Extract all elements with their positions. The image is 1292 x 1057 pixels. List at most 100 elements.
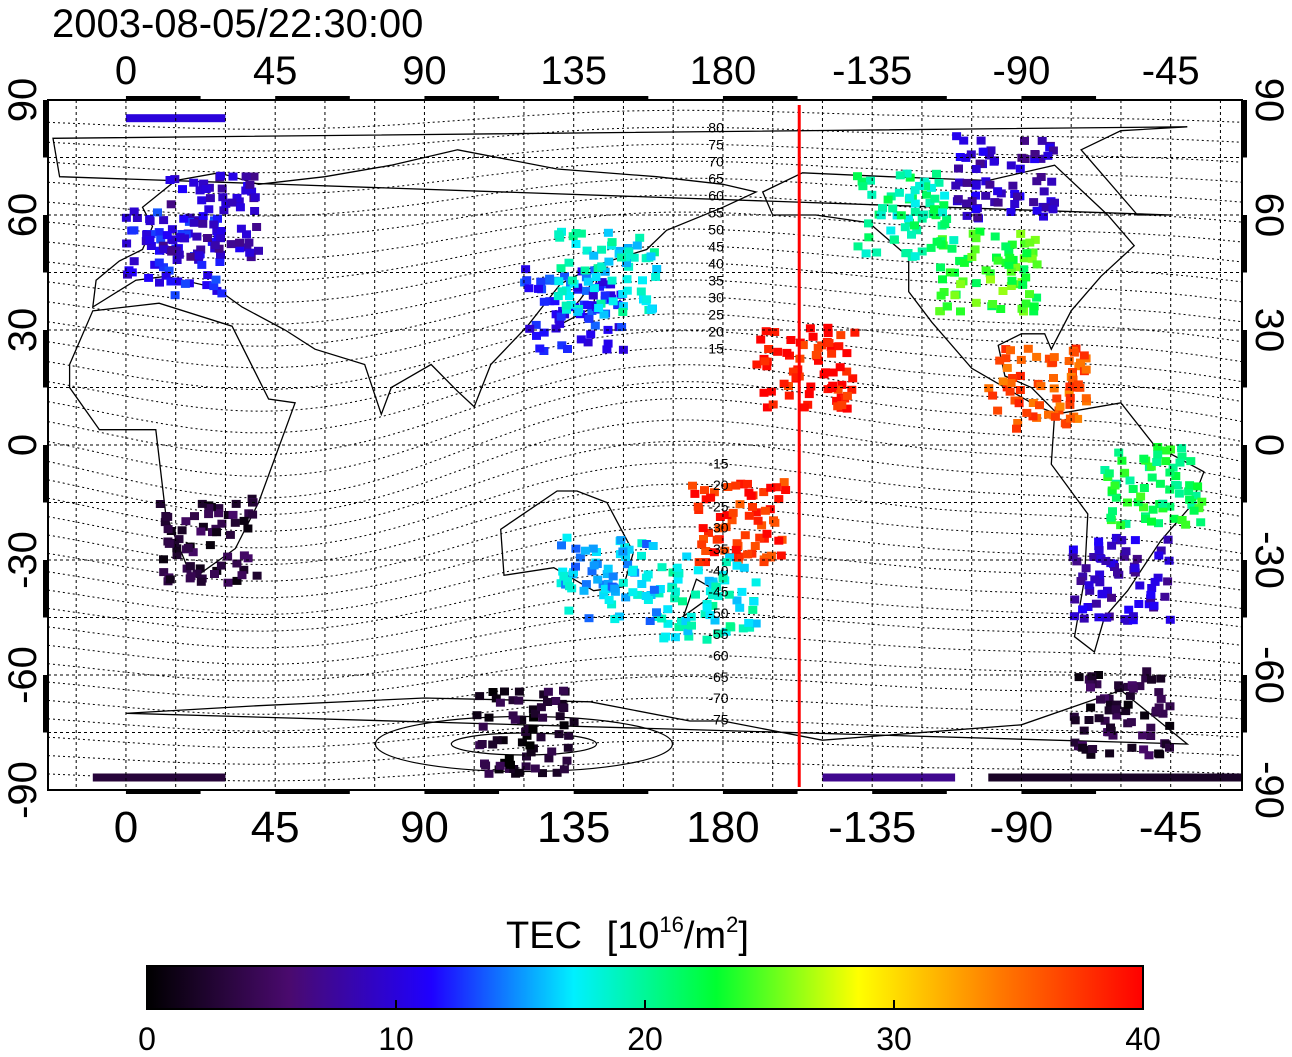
tec-cell <box>678 597 687 606</box>
contour-line <box>48 505 1242 582</box>
contour-label: -20 <box>708 477 728 493</box>
tec-cell <box>627 567 637 576</box>
tec-cell <box>544 754 554 763</box>
tec-cell <box>600 267 610 276</box>
colorbar-unit-suffix: ] <box>738 915 749 957</box>
tec-cell <box>1005 387 1015 396</box>
tec-cell <box>1032 293 1042 302</box>
contour-label: -55 <box>708 626 728 642</box>
tec-cell <box>978 147 988 156</box>
tec-cell <box>996 305 1006 313</box>
tec-cell <box>1165 615 1175 624</box>
tec-cell <box>517 738 527 747</box>
tec-cell <box>602 345 612 354</box>
tec-cell <box>690 489 700 498</box>
tec-cell <box>1068 375 1078 384</box>
tec-cell <box>1168 463 1178 472</box>
tec-cell <box>608 297 618 306</box>
top-lon-tick-label: -45 <box>1142 49 1200 93</box>
contour-label: 25 <box>708 307 724 323</box>
tec-cell <box>1039 187 1049 196</box>
tec-cell <box>745 623 755 632</box>
left-lat-tick-label: 60 <box>1 193 45 238</box>
bottom-lon-tick-label: -135 <box>828 803 916 852</box>
tec-cell <box>504 754 514 763</box>
tec-cell <box>1028 399 1038 407</box>
tec-cell <box>995 356 1005 365</box>
tec-cell <box>762 362 772 371</box>
colorbar-ticks: 0 10 20 30 40 <box>138 1000 1161 1057</box>
tec-cell <box>235 244 245 253</box>
tec-cell <box>823 323 833 332</box>
tec-cell <box>623 560 633 569</box>
tec-cell <box>657 563 667 572</box>
tec-cell <box>1154 519 1163 528</box>
tec-cell <box>788 367 798 376</box>
tec-cell <box>170 175 180 184</box>
tec-cell <box>1111 533 1121 542</box>
tec-cell <box>1050 198 1059 207</box>
tec-cell <box>638 276 647 285</box>
tec-cell <box>668 568 678 577</box>
tec-cell <box>554 230 564 239</box>
tec-cell <box>701 558 710 567</box>
tec-cell <box>694 558 704 567</box>
tec-cell <box>895 171 905 180</box>
tec-cell <box>167 235 177 244</box>
tec-cell <box>701 547 711 555</box>
tec-cell <box>663 619 673 628</box>
tec-cell <box>159 216 169 225</box>
tec-cell <box>1086 683 1095 692</box>
tec-cell <box>1121 707 1131 716</box>
tec-cell <box>942 215 952 223</box>
tec-cell <box>705 611 715 620</box>
tec-cell <box>559 571 569 580</box>
tec-cell <box>562 756 572 765</box>
tec-cell <box>545 297 555 306</box>
tec-cell <box>1136 492 1146 501</box>
tec-cell <box>1084 581 1094 590</box>
tec-cell <box>150 260 160 269</box>
tec-cell <box>551 310 561 319</box>
tec-cell <box>563 577 572 586</box>
tec-cell <box>551 324 561 333</box>
tec-cell <box>684 632 694 641</box>
tec-cell <box>629 253 639 262</box>
tec-cell <box>984 384 994 393</box>
tec-cell <box>1001 345 1011 354</box>
tec-cell <box>1119 552 1129 561</box>
tec-cell <box>132 214 142 222</box>
tec-cell <box>637 539 647 548</box>
tec-cell <box>201 185 211 193</box>
tec-cell <box>652 265 662 273</box>
tec-cell <box>1006 379 1016 387</box>
tec-cell <box>832 396 842 405</box>
tec-cell <box>1152 458 1162 466</box>
top-lon-tick-label: 135 <box>540 49 607 93</box>
tec-cell <box>1163 577 1173 586</box>
tec-cell <box>975 159 985 168</box>
tec-cell <box>610 584 620 593</box>
tec-cell <box>552 768 562 777</box>
tec-cell <box>522 276 532 285</box>
tec-cell <box>196 527 206 536</box>
tec-cell <box>938 275 947 284</box>
tec-cell <box>755 533 765 542</box>
tec-cell <box>1013 419 1023 427</box>
tec-cell <box>587 301 597 310</box>
tec-cell <box>1194 504 1204 513</box>
tec-cell <box>646 591 656 599</box>
tec-cell <box>827 349 837 358</box>
tec-cell <box>828 368 838 377</box>
tec-cell <box>528 705 538 714</box>
tec-cell <box>553 292 563 301</box>
tec-cell <box>693 502 703 511</box>
tec-cell <box>1068 545 1078 554</box>
tec-cell <box>1006 346 1015 355</box>
tec-cell <box>1140 711 1150 720</box>
tec-cell <box>1154 551 1164 560</box>
tec-cell <box>1147 584 1157 592</box>
tec-cell <box>510 715 520 724</box>
tec-cell <box>670 587 680 596</box>
